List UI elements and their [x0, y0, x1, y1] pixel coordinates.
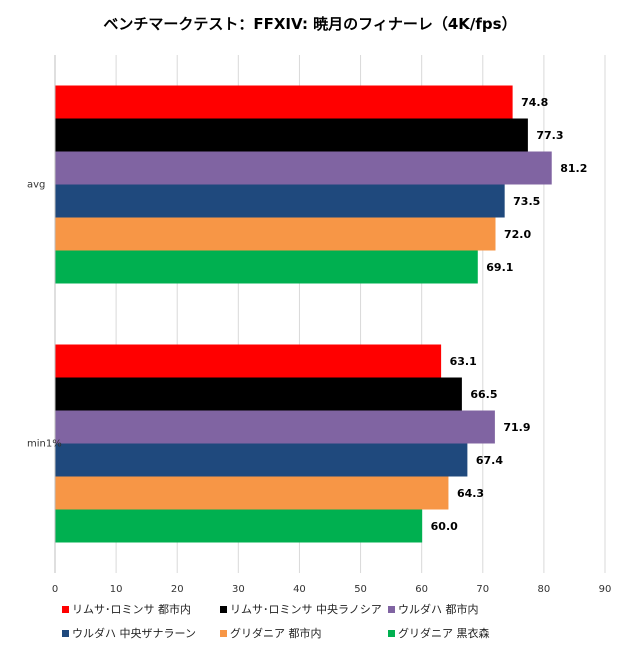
bars	[55, 85, 552, 543]
x-tick-label: 30	[232, 584, 245, 595]
bar-avg-series-4	[55, 184, 505, 218]
bar-min1%-series-2	[55, 377, 462, 411]
bar-min1%-series-4	[55, 443, 468, 477]
bar-avg-series-1	[55, 85, 513, 119]
bar-avg-series-6	[55, 250, 478, 284]
chart-title: ベンチマークテスト：FFXIV: 暁月のフィナーレ（4K/fps）	[103, 15, 516, 33]
data-label: 66.5	[470, 388, 497, 401]
bar-min1%-series-6	[55, 509, 423, 543]
data-label: 64.3	[457, 487, 484, 500]
legend-swatch	[220, 629, 227, 637]
legend-item: リムサ･ロミンサ 中央ラノシア	[220, 601, 388, 617]
x-tick-label: 10	[110, 584, 123, 595]
legend-label: リムサ･ロミンサ 中央ラノシア	[230, 603, 382, 616]
bar-avg-series-5	[55, 217, 496, 251]
x-tick-label: 60	[415, 584, 428, 595]
data-label: 67.4	[476, 454, 503, 467]
legend-label: グリダニア 都市内	[230, 627, 322, 640]
legend-swatch	[388, 605, 395, 613]
legend-label: ウルダハ 都市内	[398, 603, 479, 616]
data-label: 69.1	[486, 261, 513, 274]
data-label: 74.8	[521, 96, 548, 109]
legend-item: リムサ･ロミンサ 都市内	[62, 601, 220, 617]
legend-item: ウルダハ 中央ザナラーン	[62, 625, 220, 641]
category-label: min1%	[27, 439, 62, 450]
legend-item: ウルダハ 都市内	[388, 601, 538, 617]
legend-swatch	[62, 605, 69, 613]
bar-avg-series-2	[55, 118, 528, 152]
legend: リムサ･ロミンサ 都市内 リムサ･ロミンサ 中央ラノシア ウルダハ 都市内ウルダハ …	[62, 601, 542, 641]
bar-avg-series-3	[55, 151, 552, 185]
x-tick-label: 50	[354, 584, 367, 595]
x-tick-label: 20	[171, 584, 184, 595]
data-label: 71.9	[503, 421, 530, 434]
legend-item: グリダニア 黒衣森	[388, 625, 538, 641]
legend-swatch	[62, 629, 69, 637]
legend-item: グリダニア 都市内	[220, 625, 388, 641]
axes: 0 10 20 30 40 50 60 70 80 90 avg min1%	[27, 55, 611, 595]
data-label: 63.1	[450, 355, 477, 368]
x-tick-label: 80	[538, 584, 551, 595]
legend-swatch	[220, 605, 227, 613]
bar-min1%-series-5	[55, 476, 449, 510]
x-tick-label: 0	[52, 584, 58, 595]
data-label: 77.3	[536, 129, 563, 142]
legend-label: グリダニア 黒衣森	[398, 627, 490, 640]
data-label: 81.2	[560, 162, 587, 175]
legend-swatch	[388, 629, 395, 637]
x-tick-label: 70	[476, 584, 489, 595]
category-label: avg	[27, 180, 45, 191]
data-label: 60.0	[431, 520, 458, 533]
bar-min1%-series-3	[55, 410, 495, 444]
data-label: 72.0	[504, 228, 531, 241]
data-label: 73.5	[513, 195, 540, 208]
x-tick-label: 40	[293, 584, 306, 595]
bar-min1%-series-1	[55, 344, 442, 378]
data-labels: 74.8 77.3 81.2 73.5 72.0 69.1 63.1 66.5 71.9 67.4…	[431, 96, 588, 533]
x-tick-label: 90	[599, 584, 612, 595]
legend-label: ウルダハ 中央ザナラーン	[72, 627, 196, 640]
legend-label: リムサ･ロミンサ 都市内	[72, 603, 191, 616]
